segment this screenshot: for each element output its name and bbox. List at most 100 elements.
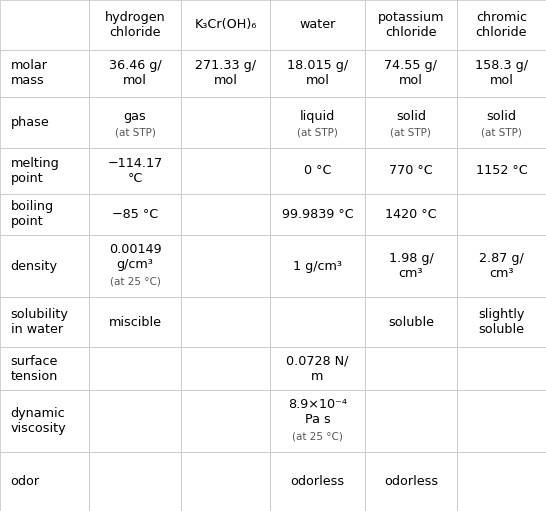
Text: 18.015 g/
mol: 18.015 g/ mol [287,59,348,87]
Bar [181,97,270,148]
Bar [89,390,181,452]
Text: 1.98 g/
cm³: 1.98 g/ cm³ [389,252,434,280]
Bar [0,194,89,235]
Bar [457,148,546,194]
Bar [0,148,89,194]
Bar [365,97,457,148]
Bar [181,50,270,97]
Text: 1420 °C: 1420 °C [385,208,437,221]
Text: 2.87 g/
cm³: 2.87 g/ cm³ [479,252,524,280]
Bar [181,0,270,50]
Text: (at STP): (at STP) [115,128,156,137]
Bar [365,347,457,390]
Text: 0.0728 N/
m: 0.0728 N/ m [286,355,349,383]
Bar [181,452,270,511]
Bar [89,452,181,511]
Bar [365,50,457,97]
Bar [457,50,546,97]
Text: 271.33 g/
mol: 271.33 g/ mol [195,59,256,87]
Bar [0,347,89,390]
Bar [365,390,457,452]
Bar [270,347,365,390]
Text: phase: phase [11,116,50,129]
Bar [0,0,89,50]
Text: gas: gas [124,110,146,123]
Text: odor: odor [11,475,40,488]
Bar [457,235,546,297]
Bar [0,452,89,511]
Text: −114.17
°C: −114.17 °C [108,157,163,185]
Bar [89,0,181,50]
Text: liquid: liquid [300,110,335,123]
Text: (at 25 °C): (at 25 °C) [110,277,161,287]
Text: (at STP): (at STP) [390,128,431,137]
Bar [270,452,365,511]
Text: (at STP): (at STP) [297,128,338,137]
Text: dynamic
viscosity: dynamic viscosity [11,407,66,435]
Bar [89,50,181,97]
Bar [0,390,89,452]
Text: 74.55 g/
mol: 74.55 g/ mol [384,59,437,87]
Bar [181,235,270,297]
Bar [181,297,270,347]
Text: surface
tension: surface tension [11,355,58,383]
Bar [457,0,546,50]
Text: odorless: odorless [384,475,438,488]
Bar [89,194,181,235]
Text: hydrogen
chloride: hydrogen chloride [105,11,165,39]
Text: solid: solid [486,110,517,123]
Text: 770 °C: 770 °C [389,165,433,177]
Bar [365,194,457,235]
Bar [181,194,270,235]
Bar [270,235,365,297]
Bar [0,97,89,148]
Bar [365,0,457,50]
Bar [270,148,365,194]
Text: melting
point: melting point [11,157,60,185]
Text: 99.9839 °C: 99.9839 °C [282,208,353,221]
Text: K₃Cr(OH)₆: K₃Cr(OH)₆ [194,18,257,32]
Bar [270,390,365,452]
Text: chromic
chloride: chromic chloride [476,11,527,39]
Bar [270,0,365,50]
Text: 0 °C: 0 °C [304,165,331,177]
Text: soluble: soluble [388,316,434,329]
Text: (at STP): (at STP) [481,128,522,137]
Bar [365,148,457,194]
Bar [181,148,270,194]
Text: water: water [299,18,336,32]
Text: −85 °C: −85 °C [112,208,158,221]
Text: 0.00149
g/cm³: 0.00149 g/cm³ [109,243,162,271]
Text: miscible: miscible [109,316,162,329]
Bar [0,235,89,297]
Text: odorless: odorless [290,475,345,488]
Bar [0,297,89,347]
Text: 8.9×10⁻⁴
Pa s: 8.9×10⁻⁴ Pa s [288,398,347,426]
Bar [457,297,546,347]
Bar [457,347,546,390]
Text: solid: solid [396,110,426,123]
Text: potassium
chloride: potassium chloride [378,11,444,39]
Bar [457,97,546,148]
Text: 1152 °C: 1152 °C [476,165,527,177]
Text: slightly
soluble: slightly soluble [478,308,525,336]
Bar [365,235,457,297]
Bar [270,50,365,97]
Bar [89,148,181,194]
Bar [270,297,365,347]
Bar [457,390,546,452]
Text: (at 25 °C): (at 25 °C) [292,432,343,442]
Bar [89,97,181,148]
Bar [457,194,546,235]
Text: 1 g/cm³: 1 g/cm³ [293,260,342,273]
Bar [181,390,270,452]
Bar [457,452,546,511]
Bar [89,235,181,297]
Text: density: density [11,260,58,273]
Text: solubility
in water: solubility in water [11,308,69,336]
Bar [181,347,270,390]
Bar [270,194,365,235]
Bar [270,97,365,148]
Text: 36.46 g/
mol: 36.46 g/ mol [109,59,162,87]
Text: boiling
point: boiling point [11,200,54,228]
